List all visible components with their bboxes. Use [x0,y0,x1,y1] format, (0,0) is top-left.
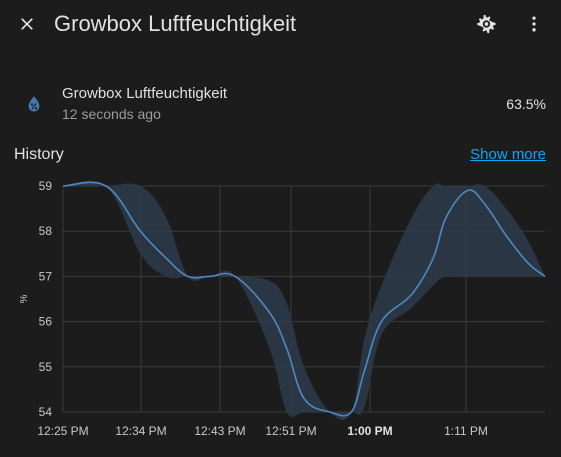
x-tick-label: 12:51 PM [265,424,316,438]
y-axis-label: % [19,294,30,303]
entity-row: Growbox Luftfeuchtigkeit 12 seconds ago … [0,80,561,128]
y-tick-label: 58 [39,224,53,238]
more-vertical-icon [532,16,536,32]
close-icon [21,18,33,30]
water-percent-icon [22,92,46,116]
entity-last-changed: 12 seconds ago [62,106,161,122]
y-tick-label: 54 [39,405,53,419]
y-tick-label: 57 [39,269,53,283]
settings-button[interactable] [472,10,500,38]
history-header: History Show more [0,144,561,166]
x-tick-label: 12:43 PM [194,424,245,438]
more-options-button[interactable] [520,10,548,38]
close-button[interactable] [13,10,41,38]
x-tick-label: 1:11 PM [444,424,488,438]
entity-name: Growbox Luftfeuchtigkeit [62,85,228,102]
x-tick-label: 12:25 PM [37,424,88,438]
y-tick-label: 56 [39,315,53,329]
show-more-link[interactable]: Show more [470,146,546,163]
min-max-band [63,180,545,421]
series-line [62,181,546,417]
dialog-header: Growbox Luftfeuchtigkeit [0,0,561,48]
y-tick-label: 55 [39,360,53,374]
dialog-title: Growbox Luftfeuchtigkeit [54,11,297,36]
x-tick-label: 12:34 PM [115,424,166,438]
history-chart-svg: 59 58 57 56 55 54 12:25 PM 12:34 PM 12:43 PM 12:5… [19,179,546,438]
y-tick-label: 59 [39,179,53,193]
gear-icon [477,14,496,34]
history-chart: 59 58 57 56 55 54 12:25 PM 12:34 PM 12:43 PM 12:5… [0,172,561,457]
x-tick-label: 1:00 PM [347,424,392,438]
history-title: History [14,146,64,163]
entity-state: 63.5% [506,96,546,112]
